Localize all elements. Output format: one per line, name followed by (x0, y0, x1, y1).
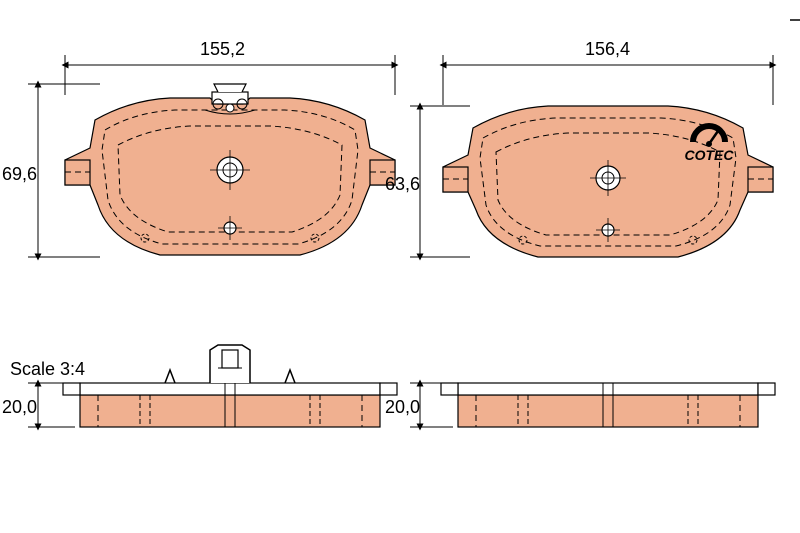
left-pad-side (63, 345, 397, 427)
dim-left-height-label: 69,6 (2, 164, 37, 184)
dim-right-width: 156,4 (443, 39, 773, 105)
dim-left-thick-label: 20,0 (2, 397, 37, 417)
right-pad-front: COTEC (443, 106, 773, 257)
scale-label: Scale 3:4 (10, 359, 85, 379)
dim-left-width-label: 155,2 (200, 39, 245, 59)
dim-right-height-label: 63,6 (385, 174, 420, 194)
dim-right-thick-label: 20,0 (385, 397, 420, 417)
left-pad-front (65, 84, 395, 255)
right-pad-side (441, 383, 775, 427)
technical-drawing: COTEC (0, 0, 800, 533)
dim-right-width-label: 156,4 (585, 39, 630, 59)
cotec-logo-text: COTEC (685, 147, 735, 163)
